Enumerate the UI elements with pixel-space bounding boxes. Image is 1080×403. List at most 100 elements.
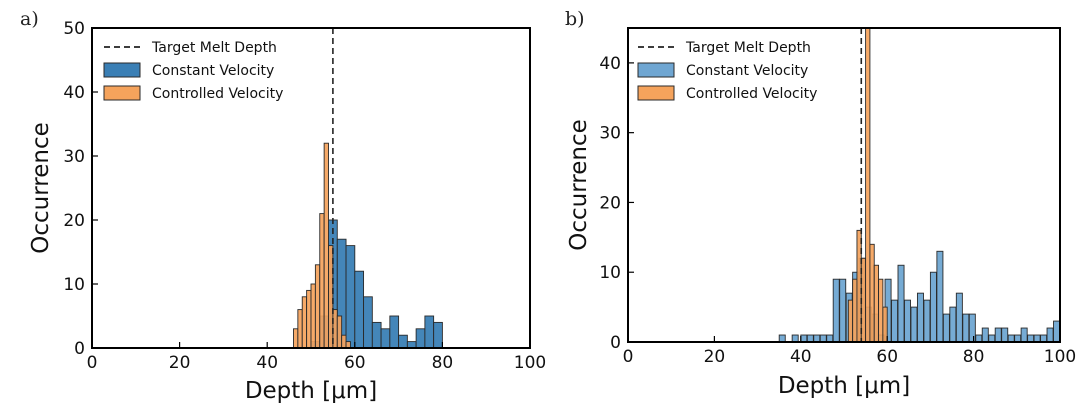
panel-b-x-tick-label: 0 <box>623 347 634 367</box>
panel-a-constant-bar <box>398 334 408 349</box>
panel-a-x-tick-label: 20 <box>169 353 191 373</box>
panel-b-x-tick-label: 100 <box>1044 347 1076 367</box>
panel-b-label: b) <box>565 8 585 30</box>
panel-b-constant-bar <box>949 306 957 343</box>
panel-b-constant-bar <box>813 334 821 343</box>
panel-a-x-tick-label: 40 <box>256 353 278 373</box>
panel-b-constant-bar <box>994 327 1002 343</box>
panel-b-constant-bar <box>929 271 937 343</box>
panel-b-legend-constant-label: Constant Velocity <box>686 63 808 79</box>
panel-a-x-axis-label: Depth [μm] <box>245 378 377 403</box>
panel-a-controlled-bar <box>310 283 316 349</box>
panel-a-y-tick-label: 40 <box>63 83 85 103</box>
panel-b-controlled-bar <box>856 229 862 343</box>
panel-b-constant-bar <box>962 313 970 343</box>
panel-b-constant-bar <box>968 313 976 343</box>
panel-b-constant-bar <box>800 334 808 343</box>
panel-b-controlled-bar <box>882 306 888 343</box>
panel-b-constant-bar <box>942 313 950 343</box>
panel-b-y-ticks: 0 10 20 30 40 <box>599 54 634 353</box>
panel-a-legend-constant-swatch <box>103 62 141 78</box>
panel-b-frame <box>627 27 1061 343</box>
panel-b-bars <box>778 27 1061 343</box>
panel-b-constant-bar <box>923 299 931 343</box>
panel-b-x-tick-label: 60 <box>876 347 898 367</box>
panel-b-y-tick-label: 40 <box>599 54 621 74</box>
panel-b-legend: Target Melt Depth Constant Velocity Cont… <box>637 40 817 102</box>
panel-a-y-ticks: 0 10 20 30 40 50 <box>63 19 98 359</box>
panel-a-legend-controlled-swatch <box>103 85 141 101</box>
panel-a-y-axis-label: Occurrence <box>28 122 54 254</box>
panel-a-controlled-bar <box>336 315 343 349</box>
panel-a-controlled-bar <box>301 296 308 349</box>
panel-a-constant-bar <box>415 328 426 349</box>
panel-b-legend-constant-swatch <box>637 62 675 78</box>
panel-a-y-tick-label: 30 <box>63 147 85 167</box>
panel-a-controlled-bar <box>293 328 299 349</box>
panel-b-constant-bar <box>1040 334 1048 343</box>
panel-b-constant-bar <box>910 306 918 343</box>
panel-b-controlled-bar <box>873 264 880 343</box>
panel-b: b) 0 20 40 60 80 100 0 10 20 30 40 Depth [μm] Occ… <box>565 8 1076 399</box>
panel-b-y-tick-label: 0 <box>610 333 621 353</box>
panel-b-constant-bar <box>988 334 996 343</box>
panel-a-constant-bar <box>433 321 443 349</box>
panel-b-constant-bar <box>916 292 924 343</box>
panel-b-constant-bar <box>1046 327 1054 343</box>
panel-b-y-axis-label: Occurrence <box>566 119 592 251</box>
panel-a-x-tick-label: 60 <box>344 353 366 373</box>
panel-b-constant-bar <box>791 334 799 343</box>
panel-a-controlled-bar <box>314 264 321 349</box>
panel-a-y-tick-label: 50 <box>63 19 85 39</box>
panel-b-controlled-bar <box>878 278 884 343</box>
panel-b-constant-bar <box>891 299 899 343</box>
panel-a-controlled-bar <box>319 213 325 349</box>
panel-b-y-tick-label: 20 <box>599 193 621 213</box>
panel-a-label: a) <box>20 8 39 30</box>
panel-b-constant-bar <box>819 334 827 343</box>
panel-b-constant-bar <box>806 334 814 343</box>
panel-a-x-tick-label: 80 <box>432 353 454 373</box>
panel-b-y-tick-label: 30 <box>599 124 621 144</box>
panel-a-legend-constant-label: Constant Velocity <box>152 63 274 79</box>
panel-b-constant-bar <box>826 334 834 343</box>
panel-b-constant-bar <box>1014 334 1022 343</box>
panel-a-y-tick-label: 10 <box>63 275 85 295</box>
panel-a-x-tick-label: 0 <box>87 353 98 373</box>
panel-a-legend: Target Melt Depth Constant Velocity Cont… <box>103 40 283 102</box>
panel-a-x-tick-label: 100 <box>514 353 546 373</box>
panel-b-x-tick-label: 20 <box>704 347 726 367</box>
panel-b-constant-bar <box>832 278 840 343</box>
panel-b-legend-controlled-label: Controlled Velocity <box>686 86 817 102</box>
panel-a-constant-bar <box>345 245 356 349</box>
panel-a-constant-bar <box>363 296 373 349</box>
panel-b-legend-target-label: Target Melt Depth <box>685 40 811 56</box>
panel-b-x-ticks: 0 20 40 60 80 100 <box>623 336 1076 367</box>
panel-b-constant-bar <box>1027 334 1035 343</box>
panel-b-controlled-bar <box>865 27 871 343</box>
panel-a-y-tick-label: 20 <box>63 211 85 231</box>
panel-a-controlled-bar <box>306 289 312 349</box>
panel-b-legend-controlled-swatch <box>637 85 675 101</box>
panel-b-constant-bar <box>897 264 905 343</box>
panel-b-x-tick-label: 80 <box>963 347 985 367</box>
panel-b-constant-bar <box>778 334 786 343</box>
panel-b-constant-bar <box>975 334 983 343</box>
panel-b-controlled-bar <box>852 278 858 343</box>
panel-b-constant-bar <box>936 250 944 343</box>
panel-b-constant-bar <box>1033 334 1041 343</box>
panel-a-legend-target-label: Target Melt Depth <box>151 40 277 56</box>
panel-a-constant-bar <box>371 321 382 349</box>
panel-a-frame <box>91 27 531 349</box>
panel-b-controlled-bar <box>869 243 875 343</box>
panel-b-constant-bar <box>1053 320 1061 343</box>
panel-a-controlled-bar <box>341 334 347 349</box>
panel-a-controlled-bar <box>323 142 329 349</box>
panel-b-constant-bar <box>1020 327 1028 343</box>
panel-b-constant-bar <box>955 292 963 343</box>
panel-b-x-axis-label: Depth [μm] <box>778 373 910 399</box>
panel-b-x-tick-label: 40 <box>790 347 812 367</box>
panel-b-controlled-bar <box>847 299 854 343</box>
panel-b-constant-bar <box>839 278 847 343</box>
